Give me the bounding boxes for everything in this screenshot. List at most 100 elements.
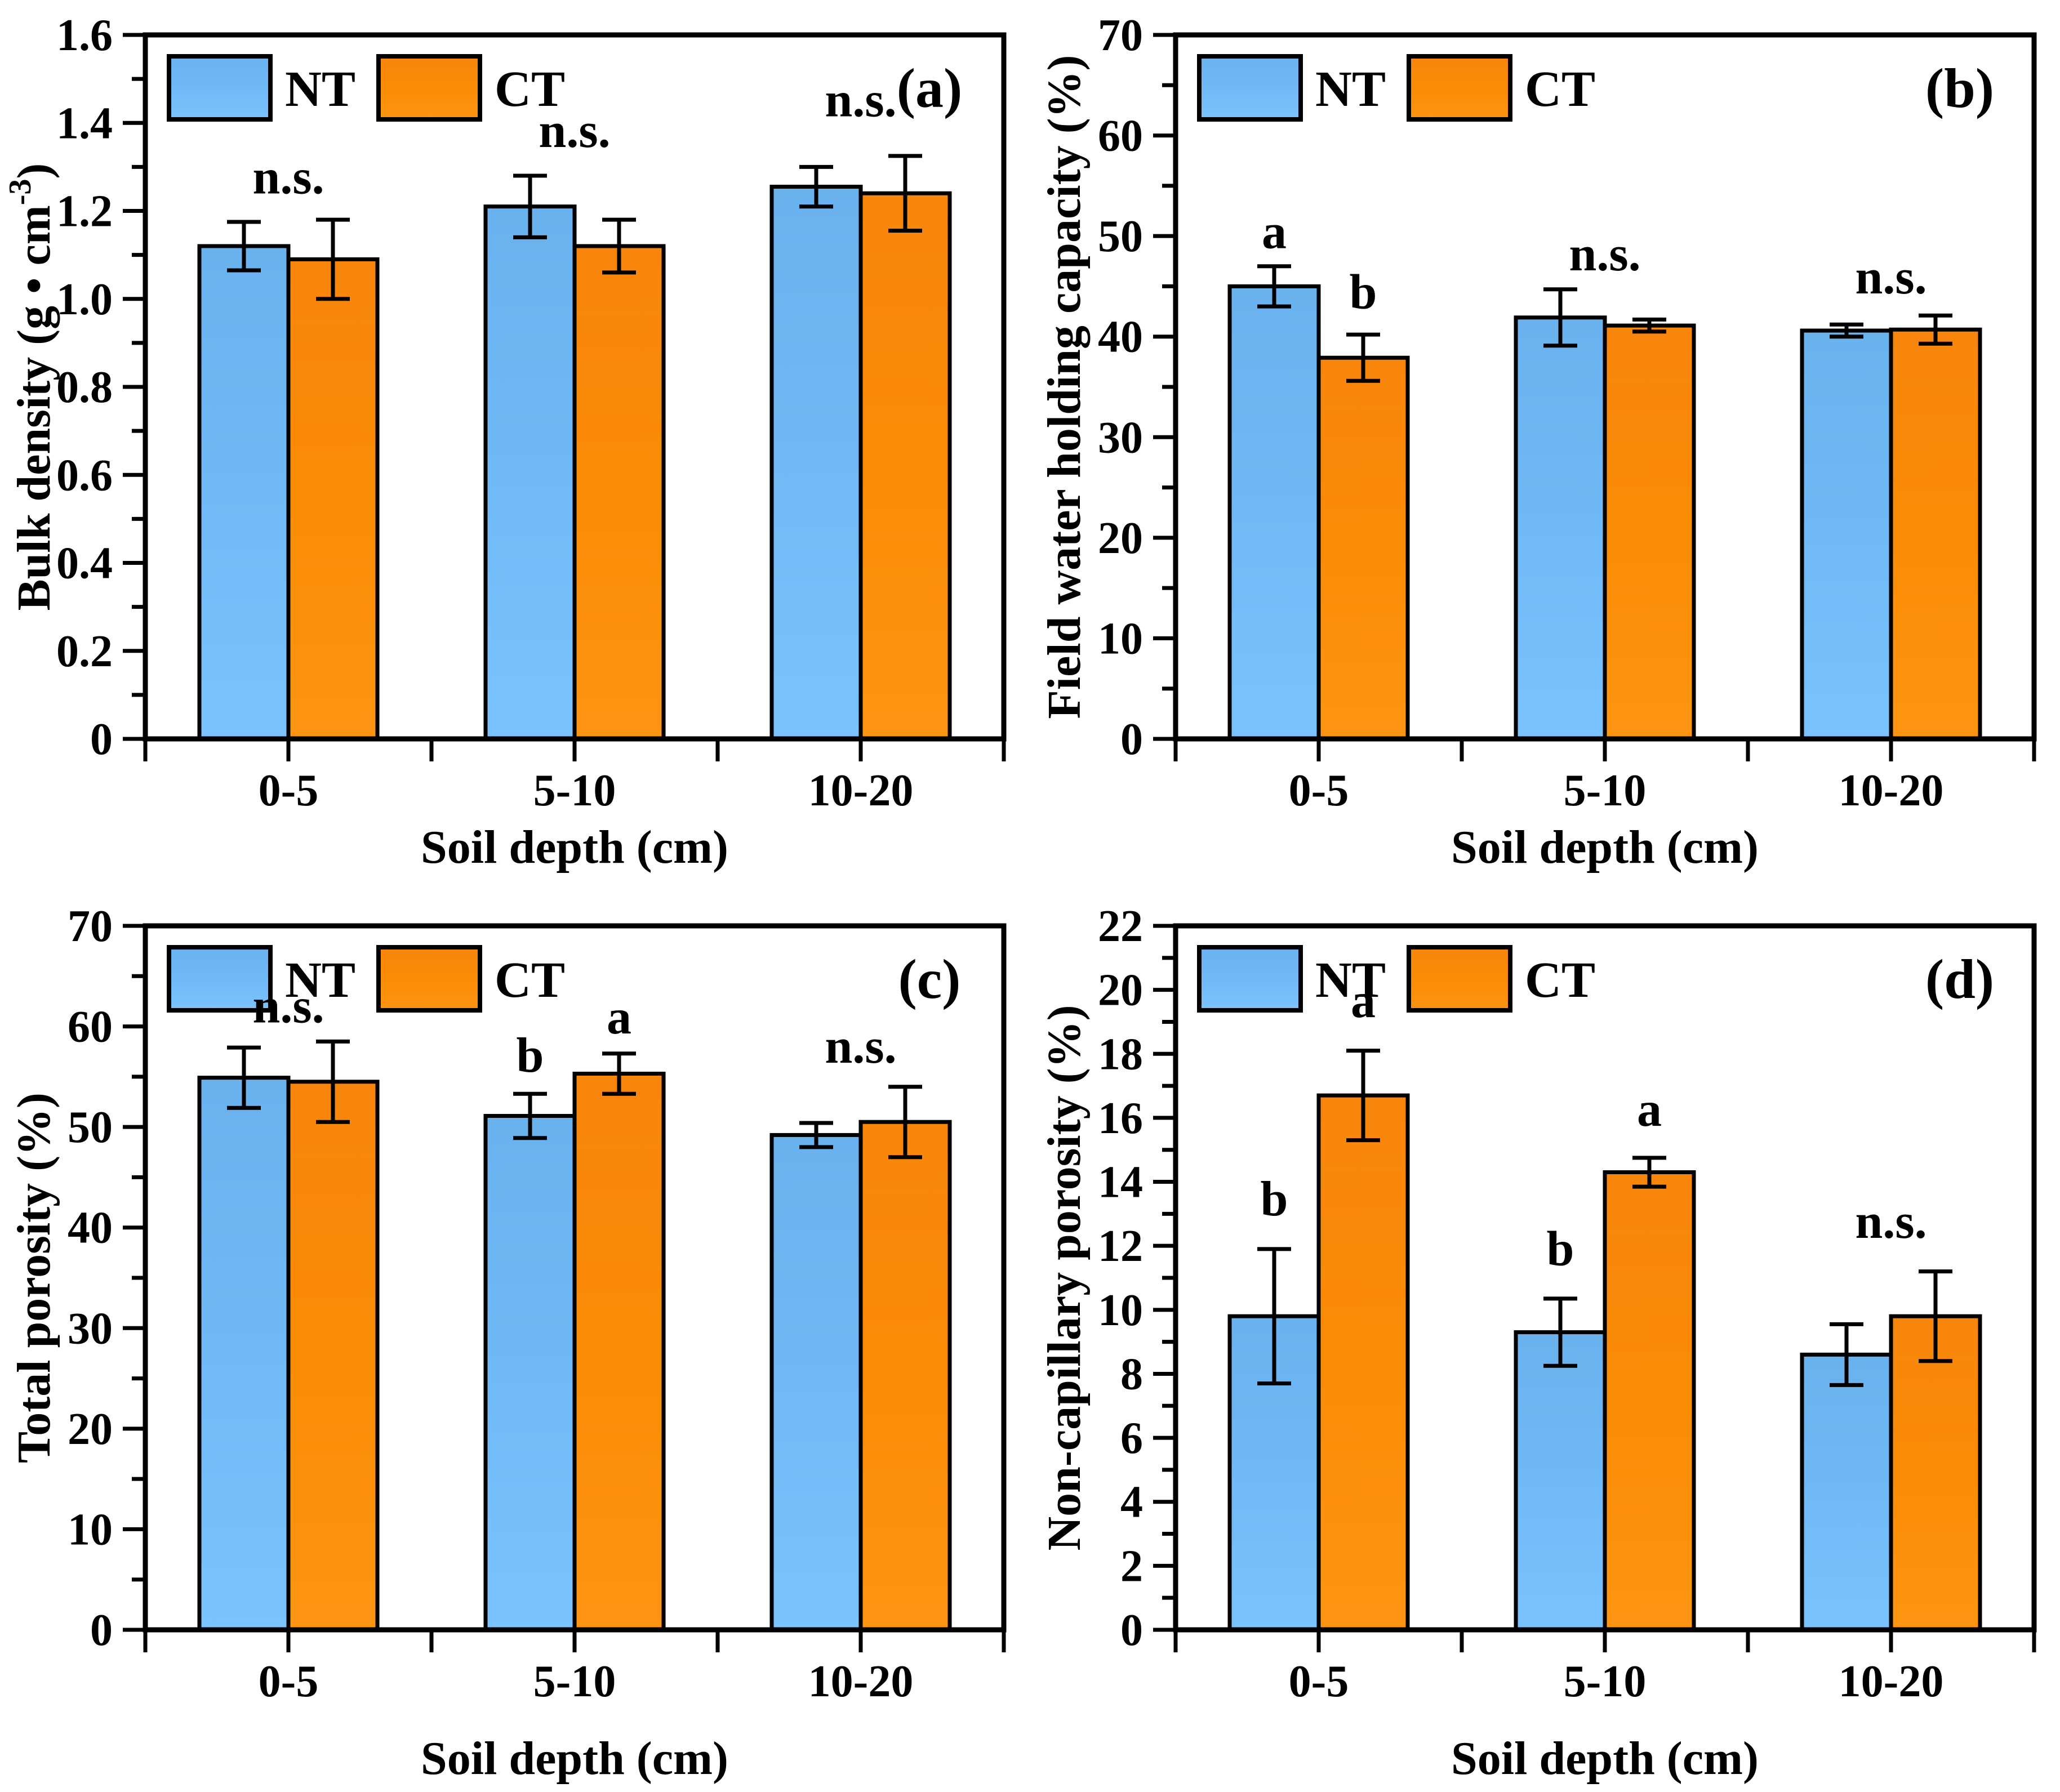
sig-label: a (1637, 1082, 1662, 1137)
legend-label-ct: CT (1525, 61, 1595, 117)
panel-total-porosity: 0 10 20 30 40 50 60 70 0-5 5-10 10-20 NT CT (c) n.s. b a… (0, 891, 1030, 1792)
y-tick-label: 1.2 (56, 187, 113, 237)
legend-label-ct: CT (495, 61, 565, 117)
bar-nt-10-20 (1800, 1352, 1893, 1632)
bar-nt-10-20 (769, 185, 863, 741)
y-tick-label: 0.8 (56, 363, 113, 412)
sig-label: a (607, 990, 631, 1045)
y-tick-label: 2 (1120, 1541, 1143, 1591)
x-category-label: 5-10 (533, 766, 616, 815)
y-tick-label: 60 (68, 1002, 113, 1052)
bar-nt-5-10 (1514, 315, 1607, 741)
legend-swatch-ct (376, 945, 482, 1013)
chart-non-capillary-porosity: 0 2 4 6 8 10 12 14 16 18 20 22 0-5 5-10 10-20 NT CT (d) b a… (1038, 902, 2037, 1785)
legend-swatch-nt (1197, 945, 1303, 1013)
sig-label: n.s. (1855, 1194, 1926, 1249)
x-category-label: 10-20 (808, 1657, 914, 1706)
sig-label: n.s. (1855, 250, 1926, 305)
sig-label: b (517, 1028, 544, 1083)
legend-label-nt: NT (285, 952, 355, 1008)
y-axis-title: Field water holding capacity (%) (1038, 55, 1091, 719)
y-tick-label: 1.4 (56, 99, 113, 148)
sig-label: n.s. (252, 979, 324, 1033)
y-tick-label: 70 (1098, 11, 1143, 60)
x-category-label: 5-10 (533, 1657, 616, 1706)
legend-label-ct: CT (1525, 952, 1595, 1008)
x-category-label: 10-20 (1839, 766, 1944, 815)
x-axis-title: Soil depth (cm) (1451, 821, 1759, 873)
y-tick-label: 10 (1098, 614, 1143, 663)
legend-swatch-nt (167, 945, 273, 1013)
legend-swatch-ct (1407, 945, 1512, 1013)
bar-nt-0-5 (197, 1076, 291, 1632)
legend-swatch-nt (167, 54, 273, 122)
sig-label: b (1547, 1222, 1574, 1276)
y-tick-label: 22 (1098, 902, 1143, 951)
y-axis-title: Non-capillary porosity (%) (1038, 1005, 1091, 1550)
y-tick-label: 70 (68, 902, 113, 951)
plot-box (1173, 923, 2037, 1633)
panel-bulk-density: 0 0.2 0.4 0.6 0.8 1.0 1.2 1.4 1.6 0-5 5-10 10-20 NT C… (0, 0, 1030, 901)
panel-letter: (d) (1925, 948, 1994, 1010)
x-axis-title: Soil depth (cm) (421, 1732, 728, 1785)
bar-ct-0-5 (1316, 1093, 1410, 1632)
y-tick-label: 40 (1098, 313, 1143, 362)
bar-ct-0-5 (286, 257, 380, 741)
y-tick-label: 20 (68, 1405, 113, 1454)
bar-ct-5-10 (1603, 323, 1696, 741)
sig-label: n.s. (825, 1019, 896, 1074)
y-tick-label: 0.6 (56, 451, 113, 500)
y-tick-label: 10 (1098, 1286, 1143, 1335)
plot-box (1173, 32, 2037, 742)
sig-label: a (1351, 974, 1376, 1028)
panel-letter: (c) (898, 948, 961, 1010)
y-tick-label: 30 (1098, 413, 1143, 462)
sig-label: b (1350, 265, 1377, 320)
bar-ct-10-20 (858, 191, 952, 741)
y-tick-label: 6 (1120, 1414, 1143, 1463)
x-category-label: 0-5 (259, 766, 319, 815)
y-axis-title: Total porosity (%) (8, 1093, 60, 1463)
sig-label: a (1262, 205, 1287, 260)
legend-swatch-ct (1407, 54, 1512, 122)
y-tick-label: 14 (1098, 1158, 1143, 1207)
legend-label-nt: NT (285, 61, 355, 117)
chart-bulk-density: 0 0.2 0.4 0.6 0.8 1.0 1.2 1.4 1.6 0-5 5-10 10-20 NT C… (3, 11, 1007, 873)
y-tick-label: 4 (1120, 1478, 1143, 1527)
sig-label: b (1261, 1172, 1288, 1227)
bar-ct-5-10 (572, 1072, 666, 1632)
plot-box (143, 32, 1007, 742)
y-tick-label: 16 (1098, 1094, 1143, 1143)
y-tick-label: 50 (1098, 212, 1143, 261)
bar-nt-5-10 (483, 204, 577, 741)
y-tick-label: 8 (1120, 1349, 1143, 1399)
x-axis-title: Soil depth (cm) (421, 821, 728, 873)
y-tick-label: 1.0 (56, 275, 113, 324)
y-tick-label: 0 (1120, 1606, 1143, 1655)
bar-nt-0-5 (197, 244, 291, 741)
y-tick-label: 0.2 (56, 627, 113, 676)
y-tick-label: 0 (90, 1606, 113, 1655)
legend-label-nt: NT (1315, 952, 1386, 1008)
x-axis-title: Soil depth (cm) (1451, 1732, 1759, 1785)
y-tick-label: 60 (1098, 112, 1143, 161)
x-category-label: 10-20 (808, 766, 914, 815)
y-tick-label: 10 (68, 1505, 113, 1554)
x-category-label: 10-20 (1839, 1657, 1944, 1706)
panel-letter: (b) (1925, 57, 1994, 119)
y-tick-label: 20 (1098, 514, 1143, 563)
y-tick-label: 18 (1098, 1029, 1143, 1079)
bar-nt-10-20 (769, 1133, 863, 1632)
bar-ct-5-10 (572, 244, 666, 741)
bar-nt-10-20 (1800, 328, 1893, 741)
bar-ct-0-5 (1316, 355, 1410, 741)
bar-ct-0-5 (286, 1080, 380, 1632)
y-tick-label: 30 (68, 1304, 113, 1353)
bar-nt-0-5 (1227, 284, 1321, 741)
x-category-label: 5-10 (1564, 1657, 1647, 1706)
y-tick-label: 20 (1098, 966, 1143, 1015)
sig-label: n.s. (252, 150, 324, 204)
y-tick-label: 1.6 (56, 11, 113, 60)
